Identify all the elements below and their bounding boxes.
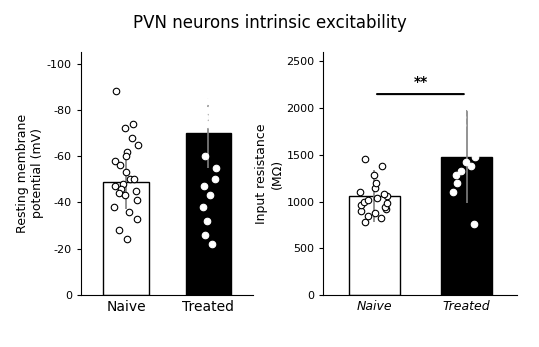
Point [457,147,465,153]
Point [360,199,369,204]
Point [364,197,372,202]
Point [382,193,391,199]
Point [371,180,380,186]
Point [371,210,379,215]
Point [206,193,215,198]
Point [208,93,217,99]
Point [111,158,120,163]
Point [197,102,205,108]
Point [356,189,365,195]
Point [458,122,466,128]
Point [119,181,127,187]
Point [212,165,221,170]
Point [452,180,461,186]
Point [382,206,390,212]
Point [116,163,125,168]
Bar [185,133,231,295]
Point [201,114,209,120]
Point [210,177,219,182]
Y-axis label: Resting membrane
potential (mV): Resting membrane potential (mV) [16,114,44,233]
Point [379,191,388,197]
Text: **: ** [413,75,427,89]
Point [121,193,129,198]
Point [123,237,132,242]
Point [204,84,213,90]
Point [133,197,141,203]
Point [356,208,365,214]
Point [360,219,369,225]
Point [469,143,478,148]
Point [383,201,391,206]
Point [203,218,211,224]
Point [198,204,207,210]
Point [203,121,212,127]
Point [116,186,125,191]
Point [132,188,141,194]
Point [363,213,372,218]
Point [110,204,119,210]
Y-axis label: Input resistance
(MΩ): Input resistance (MΩ) [255,123,284,224]
Point [133,216,141,221]
Point [124,209,133,214]
Point [458,115,466,120]
Point [377,215,385,221]
Point [208,241,216,247]
Point [203,98,212,103]
Point [377,163,386,169]
Point [122,153,130,159]
Point [373,195,382,201]
Point [469,221,478,227]
Point [123,149,132,154]
Text: PVN neurons intrinsic excitability: PVN neurons intrinsic excitability [133,14,406,32]
Point [361,157,369,162]
Point [111,184,120,189]
Point [127,135,136,141]
Point [195,79,203,85]
Point [200,232,209,238]
Point [129,121,137,127]
Point [201,153,209,159]
Point [468,133,476,139]
Point [471,154,480,160]
Bar [103,181,149,295]
Point [199,184,208,189]
Point [115,227,123,233]
Point [357,203,365,208]
Point [126,177,135,182]
Point [467,163,476,169]
Bar [441,157,492,295]
Point [475,101,483,106]
Bar [349,196,399,295]
Point [111,88,120,94]
Point [466,105,474,111]
Point [370,172,378,178]
Point [452,172,460,178]
Point [457,168,466,174]
Point [120,126,129,131]
Point [115,191,123,196]
Point [214,73,223,78]
Point [204,107,212,113]
Point [475,109,484,115]
Point [210,88,219,94]
Point [129,177,138,182]
Point [122,170,130,175]
Point [461,160,470,165]
Point [370,185,379,190]
Point [134,142,142,147]
Point [381,204,390,210]
Point [449,189,458,195]
